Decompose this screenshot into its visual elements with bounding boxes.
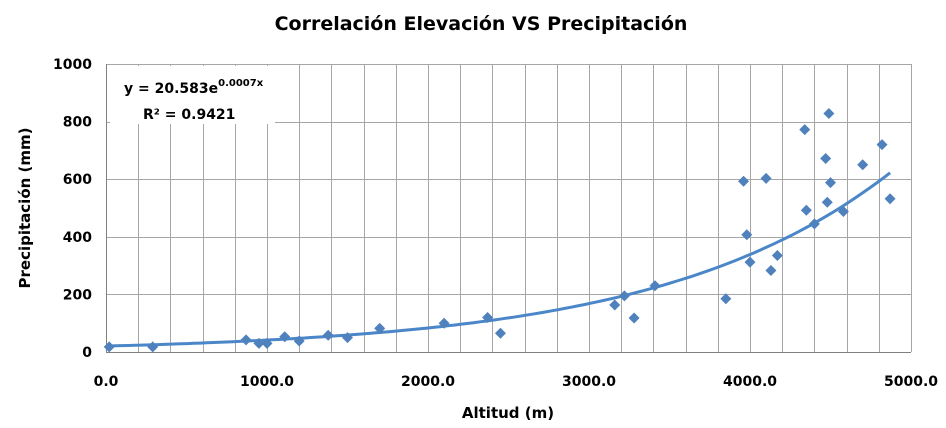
equation-box — [110, 66, 275, 124]
data-point — [825, 177, 836, 189]
y-tick-label: 1000 — [53, 57, 92, 73]
x-tick-label: 0.0 — [94, 374, 119, 390]
data-point — [482, 311, 494, 323]
data-point — [374, 322, 386, 334]
data-point — [799, 124, 811, 136]
y-tick-labels: 0 200 400 600 800 1000 — [53, 57, 92, 361]
data-point — [147, 341, 159, 353]
data-point — [738, 175, 750, 187]
data-point — [857, 159, 869, 171]
trendline-equation: y = 20.583e0.0007x — [124, 78, 264, 97]
data-point — [279, 331, 291, 343]
data-point — [884, 193, 896, 205]
data-point — [322, 329, 334, 341]
y-tick-label: 200 — [63, 287, 92, 303]
x-tick-label: 2000.0 — [401, 374, 455, 390]
data-point — [618, 290, 630, 302]
y-tick-label: 400 — [63, 230, 92, 246]
data-point — [821, 196, 833, 208]
y-tick-label: 0 — [82, 345, 92, 361]
x-axis-label: Altitud (m) — [462, 404, 554, 422]
data-point — [837, 205, 849, 217]
data-point — [820, 152, 832, 164]
data-point — [240, 334, 252, 346]
x-tick-label: 4000.0 — [723, 374, 777, 390]
data-point — [765, 264, 777, 276]
x-tick-label: 3000.0 — [562, 374, 616, 390]
data-point — [720, 293, 732, 305]
chart-title: Correlación Elevación VS Precipitación — [275, 13, 688, 35]
x-tick-label: 5000.0 — [884, 374, 938, 390]
x-tick-labels: 0.0 1000.0 2000.0 3000.0 4000.0 5000.0 — [94, 374, 939, 390]
y-tick-label: 800 — [63, 115, 92, 131]
data-point — [261, 337, 273, 349]
data-point — [823, 108, 835, 120]
data-point — [741, 229, 753, 241]
data-point — [744, 256, 756, 268]
y-axis-label: Precipitación (mm) — [16, 128, 34, 289]
y-tick-label: 600 — [63, 172, 92, 188]
data-point — [771, 250, 783, 262]
data-point — [103, 341, 115, 353]
data-points — [103, 108, 896, 353]
trendline-equation-exponent: 0.0007x — [218, 78, 264, 89]
data-point — [293, 335, 305, 347]
data-point — [649, 280, 661, 292]
data-point — [342, 332, 353, 344]
data-point — [609, 299, 621, 311]
axes — [106, 64, 911, 353]
data-point — [628, 312, 640, 324]
trendline-r2: R² = 0.9421 — [143, 107, 235, 123]
data-point — [808, 218, 820, 230]
trendline-equation-base: y = 20.583e — [124, 81, 218, 97]
data-point — [760, 172, 772, 184]
x-tick-label: 1000.0 — [240, 374, 294, 390]
data-point — [438, 317, 450, 329]
trendline — [109, 171, 892, 348]
data-point — [876, 139, 888, 151]
data-point — [800, 204, 812, 216]
data-point — [494, 327, 506, 339]
data-point — [253, 337, 265, 349]
